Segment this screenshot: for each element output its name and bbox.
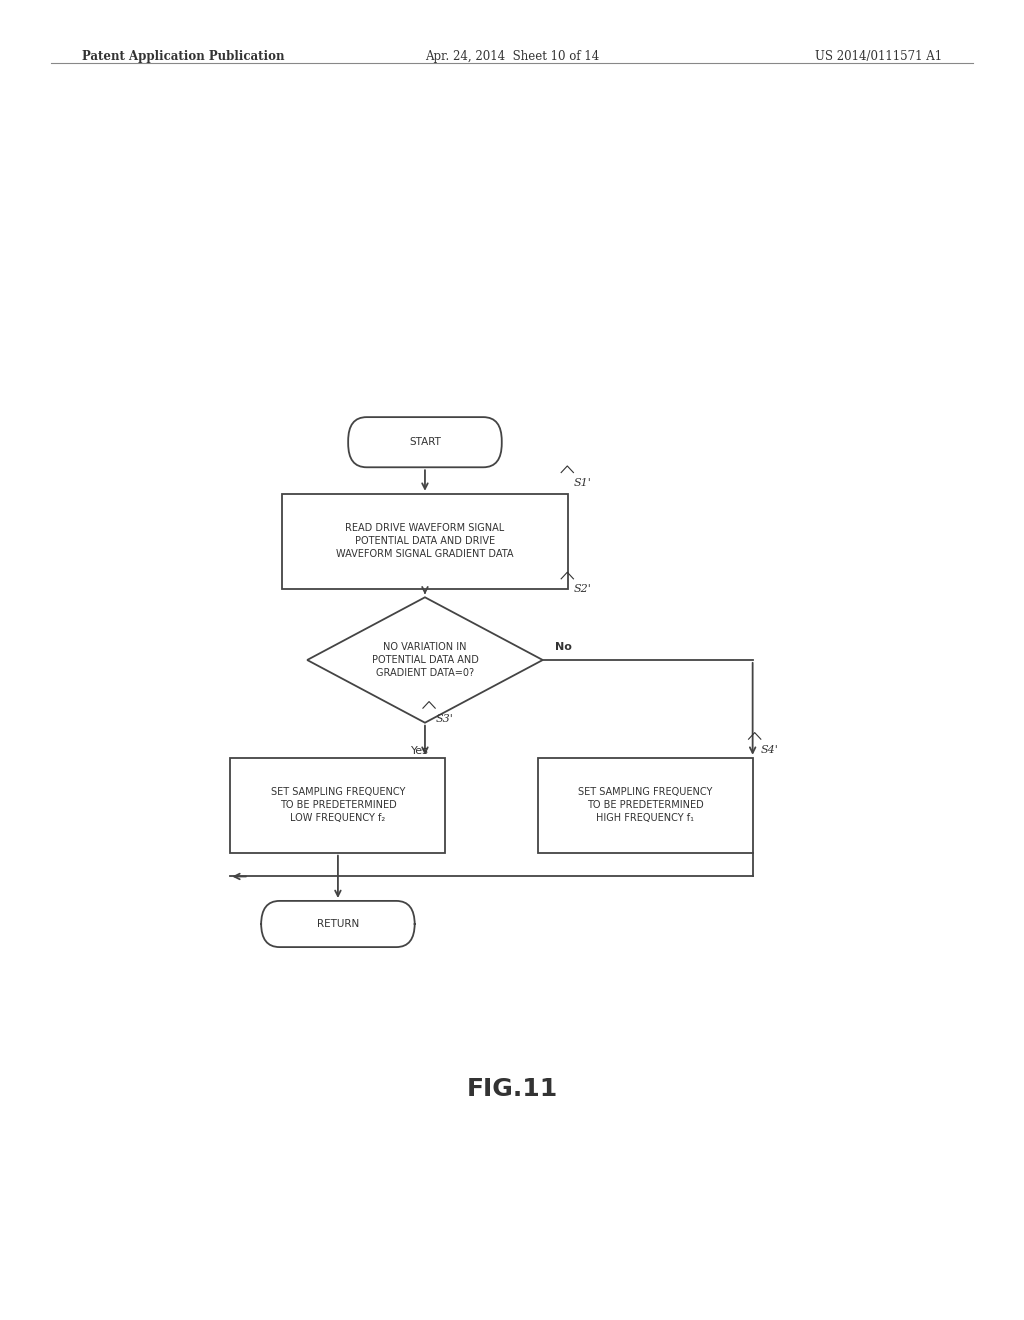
Bar — [282, 494, 568, 589]
Text: S4': S4' — [761, 744, 778, 755]
Text: US 2014/0111571 A1: US 2014/0111571 A1 — [815, 50, 942, 63]
Text: S1': S1' — [573, 478, 591, 488]
Text: RETURN: RETURN — [316, 919, 359, 929]
Text: SET SAMPLING FREQUENCY
TO BE PREDETERMINED
LOW FREQUENCY f₂: SET SAMPLING FREQUENCY TO BE PREDETERMIN… — [270, 787, 406, 824]
Text: SET SAMPLING FREQUENCY
TO BE PREDETERMINED
HIGH FREQUENCY f₁: SET SAMPLING FREQUENCY TO BE PREDETERMIN… — [578, 787, 713, 824]
Text: FIG.11: FIG.11 — [466, 1077, 558, 1101]
Text: No: No — [555, 642, 571, 652]
Text: S3': S3' — [435, 714, 453, 723]
Text: READ DRIVE WAVEFORM SIGNAL
POTENTIAL DATA AND DRIVE
WAVEFORM SIGNAL GRADIENT DAT: READ DRIVE WAVEFORM SIGNAL POTENTIAL DAT… — [336, 523, 514, 560]
Text: S2': S2' — [573, 585, 591, 594]
Bar — [538, 758, 753, 853]
Text: NO VARIATION IN
POTENTIAL DATA AND
GRADIENT DATA=0?: NO VARIATION IN POTENTIAL DATA AND GRADI… — [372, 642, 478, 678]
Polygon shape — [307, 597, 543, 722]
Bar — [230, 758, 445, 853]
FancyBboxPatch shape — [261, 900, 415, 948]
FancyBboxPatch shape — [348, 417, 502, 467]
Text: START: START — [409, 437, 441, 447]
Text: Yes: Yes — [411, 747, 429, 756]
Text: Patent Application Publication: Patent Application Publication — [82, 50, 285, 63]
Text: Apr. 24, 2014  Sheet 10 of 14: Apr. 24, 2014 Sheet 10 of 14 — [425, 50, 599, 63]
